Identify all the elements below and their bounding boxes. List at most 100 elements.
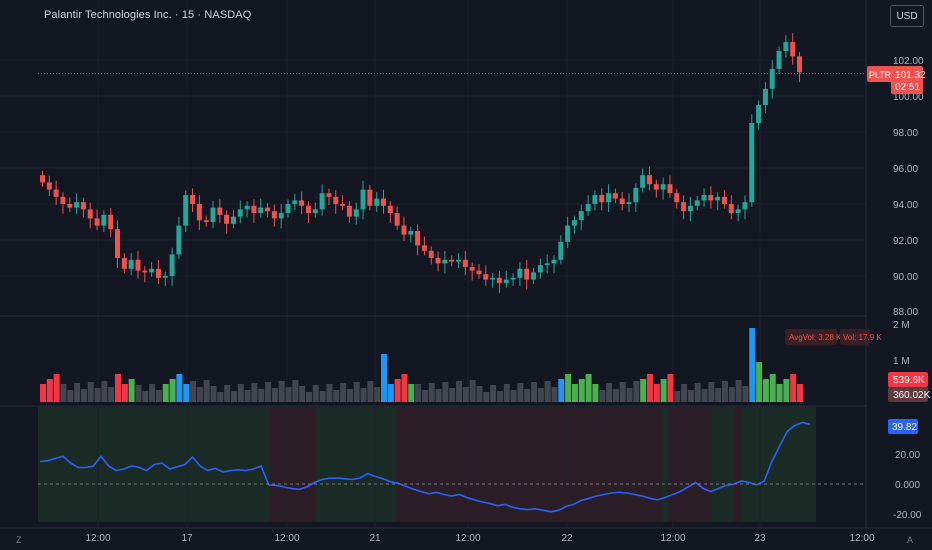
volume-bar (121, 384, 128, 402)
volume-badge: 539.6K (893, 375, 925, 386)
candle (94, 209, 100, 231)
volume-bar (333, 390, 340, 402)
volume-bar (360, 388, 367, 402)
candle (565, 216, 571, 249)
candle (360, 180, 366, 220)
volume-bar (183, 384, 190, 402)
volume-bar (776, 384, 783, 402)
candle (551, 255, 557, 274)
candle (585, 195, 591, 216)
candle (606, 184, 612, 213)
time-label: 12:00 (455, 533, 480, 544)
volume-bar (585, 374, 592, 402)
candle (537, 258, 543, 279)
candle (326, 188, 332, 205)
timezone-icon[interactable]: Z (16, 535, 22, 545)
candle (462, 250, 468, 276)
indicator-axis: 20.00 0.000 -20.00 (893, 450, 922, 521)
volume-bar (462, 387, 469, 402)
volume-bar (53, 374, 60, 402)
candle (797, 51, 803, 83)
candle (121, 253, 127, 274)
volume-bar (224, 385, 231, 402)
volume-bar (346, 389, 353, 402)
volume-bar (681, 384, 688, 402)
candle (483, 265, 489, 286)
candle (319, 184, 325, 216)
volume-bar (101, 381, 108, 402)
candle (190, 188, 196, 213)
volume-bar (135, 385, 142, 402)
volume-bar (503, 384, 510, 402)
indicator-tick: -20.00 (893, 510, 922, 521)
candle (524, 259, 530, 290)
candle (46, 175, 52, 196)
candle (401, 216, 407, 241)
candle (176, 216, 182, 259)
time-label: 17 (181, 533, 193, 544)
candle (155, 259, 161, 285)
volume-axis: 2 M 1 M (893, 320, 910, 367)
time-axis[interactable]: 12:00 17 12:00 21 12:00 22 12:00 23 12:0… (85, 533, 874, 544)
candle (108, 208, 114, 238)
candle (299, 191, 305, 214)
volume-bar (728, 387, 735, 402)
time-label: 12:00 (849, 533, 874, 544)
volume-bar (715, 388, 722, 402)
auto-scale-icon[interactable]: A (907, 535, 914, 545)
currency-button[interactable]: USD (890, 5, 924, 27)
volume-bar (80, 389, 87, 402)
candle (115, 220, 121, 268)
candle (599, 188, 605, 211)
volume-bar (265, 382, 272, 402)
candle (496, 271, 502, 294)
price-tick: 90.00 (893, 272, 918, 283)
volume-bar (646, 374, 653, 402)
volume-bar (544, 381, 551, 402)
candle (578, 204, 584, 231)
candle (169, 247, 175, 286)
candle (149, 262, 155, 277)
indicator-band (712, 407, 734, 522)
volume-bar (162, 384, 169, 402)
volume-bar (155, 390, 162, 402)
volume-bar (353, 382, 360, 402)
volume-bar (578, 379, 585, 402)
price-axis[interactable]: 102.00 100.00 98.00 96.00 94.00 92.00 90… (893, 56, 924, 318)
volume-bar (108, 387, 115, 402)
candle (735, 204, 741, 222)
candle (667, 175, 673, 198)
volume-bar (769, 374, 776, 402)
indicator-band (396, 407, 662, 522)
candle (756, 100, 762, 130)
volume-bar (687, 390, 694, 402)
candle (571, 215, 577, 234)
candle (353, 202, 359, 225)
candle (435, 251, 441, 272)
price-tick: 96.00 (893, 164, 918, 175)
volume-bar (292, 380, 299, 402)
volume-bar (415, 384, 422, 402)
volume-bar (230, 391, 237, 402)
volume-bar (749, 328, 756, 402)
candle (626, 193, 632, 213)
indicator-line (39, 421, 811, 513)
countdown-timer: 02:51 (895, 82, 920, 93)
volume-bar (128, 379, 135, 402)
indicator-value: 39.82 (892, 422, 917, 433)
volume-bar (660, 379, 667, 402)
last-price-value: 101.32 (895, 70, 926, 81)
volume-bar (442, 382, 449, 402)
indicator-line-group (39, 421, 811, 513)
candle (728, 195, 734, 220)
volume-bar (217, 392, 224, 402)
volume-bar (387, 384, 394, 402)
candle (674, 188, 680, 209)
candle (230, 209, 236, 229)
candle (776, 46, 782, 74)
axes (0, 0, 932, 529)
volume-bar (483, 392, 490, 402)
volume-bar (374, 387, 381, 402)
candle (237, 200, 243, 223)
